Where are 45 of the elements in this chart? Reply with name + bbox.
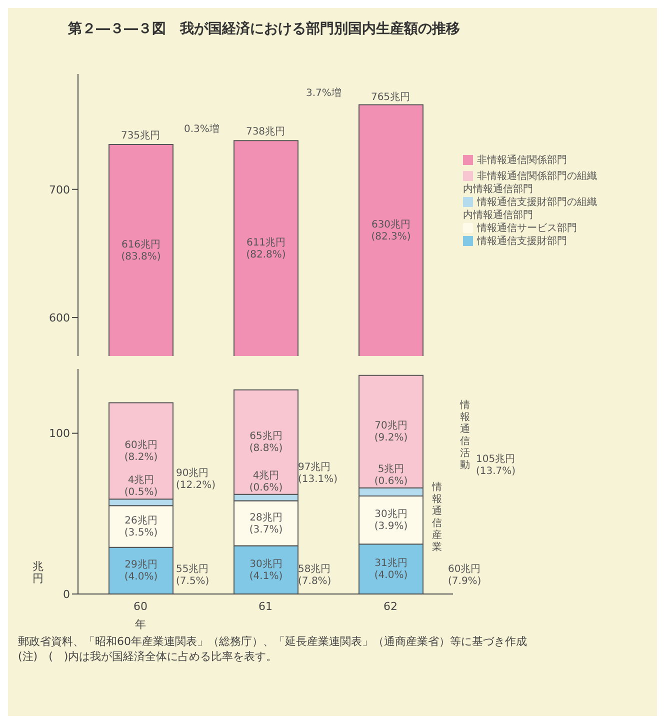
data-label: 70兆円 (9.2%) [374, 420, 408, 444]
y-tick-label: 600 [49, 311, 70, 324]
text: 郵政省資料、「昭和60年産業連関表」（総務庁）、「延長産業連関表」（通商産業省）等に基づき作成 [18, 634, 528, 649]
legend-label: 情報通信支援財部門 [477, 236, 567, 247]
legend-label: 非情報通信関係部門 [477, 155, 567, 166]
text: 105兆円 (13.7%) [476, 454, 516, 478]
data-label: 60兆円 (8.2%) [124, 438, 158, 463]
data-label: 28兆円 (3.7%) [249, 511, 283, 536]
data-label: 630兆円 (82.3%) [371, 218, 411, 242]
legend-label: 非情報通信関係部門の組織内情報通信部門 [463, 171, 597, 195]
y-axis-title: 兆円 [32, 560, 44, 585]
data-label: 5兆円 (0.6%) [374, 462, 408, 487]
legend-label: 情報通信支援財部門の組織内情報通信部門 [463, 197, 597, 221]
annotation: 60兆円 (7.9%) [448, 564, 482, 588]
data-label: 26兆円 (3.5%) [124, 514, 158, 538]
chart-title: 第２―３―３図 我が国経済における部門別国内生産額の推移 [67, 20, 461, 39]
annotation: 735兆円 [120, 130, 160, 142]
y-tick-label: 100 [49, 427, 70, 440]
annotation: 55兆円 (7.5%) [176, 564, 210, 588]
data-label: 30兆円 (4.1%) [249, 558, 283, 582]
data-label: 65兆円 (8.8%) [249, 430, 283, 454]
x-tick-label: 61 [258, 600, 272, 613]
annotation: 情報通信産業 [432, 482, 442, 554]
annotation: 58兆円 (7.8%) [298, 564, 332, 588]
legend-label: 情報通信サービス部門 [477, 223, 577, 234]
text: (注) ( )内は我が国経済全体に占める比率を表す。 [18, 649, 278, 664]
annotation: 0.3%増 [184, 124, 220, 136]
data-label: 4兆円 (0.5%) [124, 474, 158, 498]
data-label: 30兆円 (3.9%) [374, 508, 408, 532]
text: 情報通信活動 [460, 400, 470, 472]
data-label: 4兆円 (0.6%) [249, 469, 283, 494]
annotation: 765兆円 [370, 91, 410, 104]
annotation: 3.7%増 [306, 88, 342, 100]
data-label: 29兆円 (4.0%) [124, 558, 158, 583]
annotation: 90兆円 (12.2%) [176, 468, 216, 492]
annotation: 738兆円 [246, 126, 286, 138]
x-tick-label: 60 [134, 600, 148, 613]
y-tick-label: 700 [49, 183, 70, 196]
data-label: 611兆円 (82.8%) [246, 236, 286, 260]
x-tick-label: 62 [384, 600, 398, 613]
y-tick-label: 0 [63, 588, 70, 601]
data-label: 616兆円 (83.8%) [121, 238, 161, 262]
x-axis-title: 年 [135, 618, 146, 631]
annotation: 97兆円 (13.1%) [298, 462, 338, 486]
data-label: 31兆円 (4.0%) [374, 557, 408, 582]
